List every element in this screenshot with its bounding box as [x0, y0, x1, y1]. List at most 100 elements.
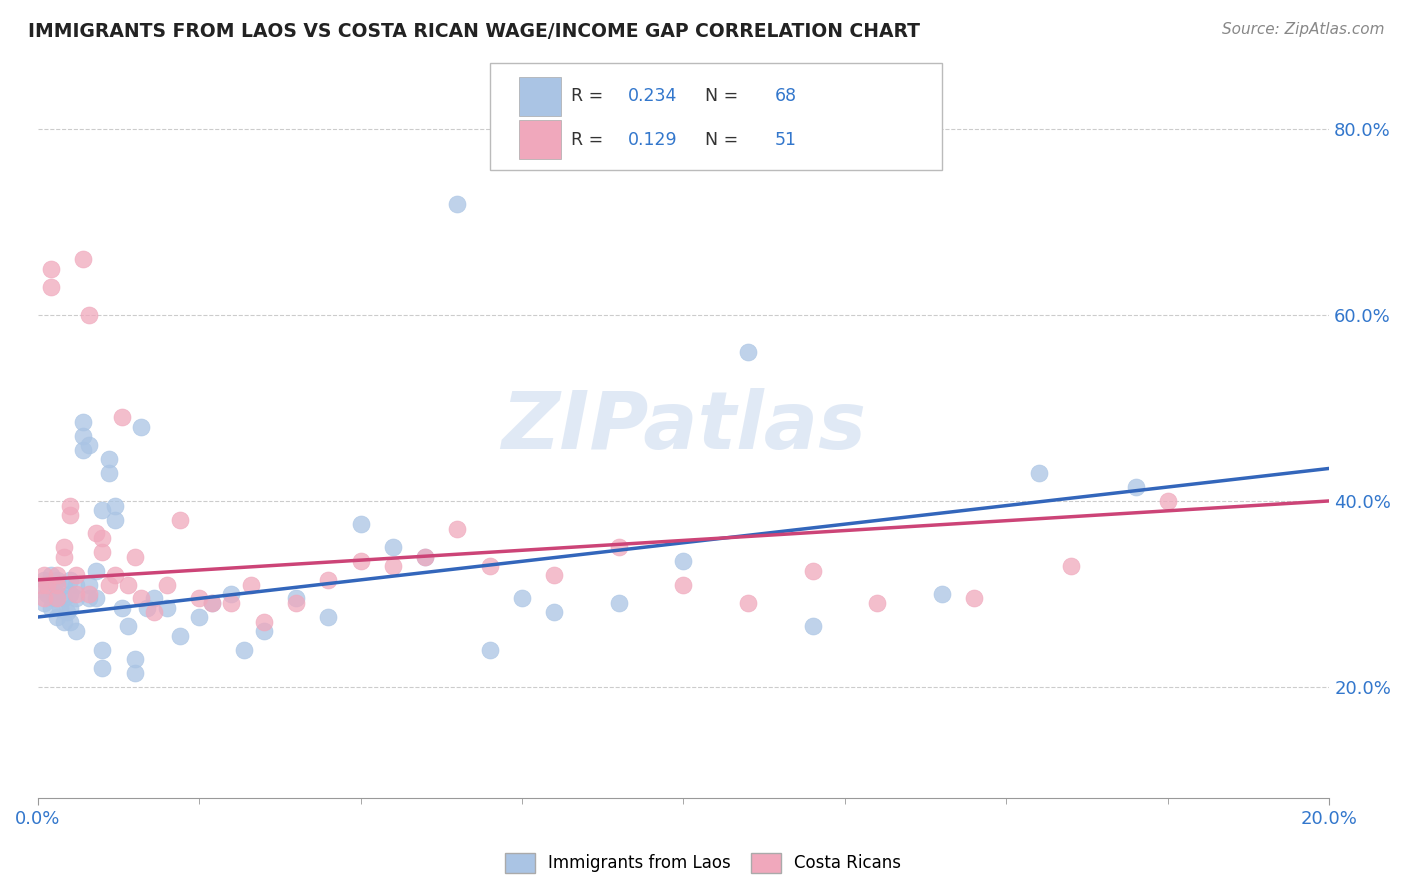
Point	[866, 596, 889, 610]
Text: N =: N =	[693, 130, 744, 148]
Point	[84, 526, 107, 541]
Point	[79, 587, 101, 601]
Point	[65, 591, 87, 606]
Point	[52, 541, 75, 555]
Point	[543, 568, 565, 582]
Point	[111, 410, 134, 425]
Point	[65, 624, 87, 638]
Point	[285, 591, 308, 606]
Point	[79, 591, 101, 606]
Point	[136, 600, 159, 615]
Point	[79, 438, 101, 452]
Point	[59, 508, 82, 522]
Point	[239, 577, 262, 591]
Point	[79, 308, 101, 322]
Point	[42, 591, 65, 606]
Point	[37, 587, 59, 601]
Point	[188, 610, 211, 624]
Text: 0.129: 0.129	[628, 130, 678, 148]
Point	[39, 577, 62, 591]
Text: 68: 68	[775, 87, 797, 105]
Point	[233, 642, 256, 657]
Text: N =: N =	[693, 87, 744, 105]
Point	[59, 587, 82, 601]
Point	[349, 554, 371, 568]
Text: 51: 51	[775, 130, 797, 148]
Point	[201, 596, 224, 610]
Point	[124, 549, 146, 564]
Point	[52, 549, 75, 564]
Point	[72, 415, 94, 429]
Point	[39, 568, 62, 582]
Point	[59, 615, 82, 629]
Point	[129, 419, 152, 434]
Text: 0.234: 0.234	[628, 87, 678, 105]
Point	[201, 596, 224, 610]
Point	[316, 573, 339, 587]
Point	[510, 591, 533, 606]
Point	[37, 577, 59, 591]
Point	[285, 596, 308, 610]
Point	[413, 549, 436, 564]
Point	[32, 591, 55, 606]
Point	[478, 642, 501, 657]
Point	[221, 596, 243, 610]
Point	[39, 600, 62, 615]
Point	[52, 615, 75, 629]
Point	[104, 512, 127, 526]
Point	[801, 619, 824, 633]
Point	[65, 587, 87, 601]
Point	[91, 661, 114, 675]
Point	[91, 545, 114, 559]
Point	[111, 600, 134, 615]
Point	[117, 577, 139, 591]
Point	[55, 606, 77, 620]
Point	[1028, 466, 1050, 480]
Point	[931, 587, 953, 601]
Point	[46, 573, 69, 587]
Point	[156, 600, 179, 615]
Point	[156, 577, 179, 591]
FancyBboxPatch shape	[489, 62, 942, 170]
Point	[97, 452, 120, 467]
Point	[142, 606, 165, 620]
Point	[381, 541, 404, 555]
Point	[46, 587, 69, 601]
Point	[59, 499, 82, 513]
Point	[413, 549, 436, 564]
Point	[672, 577, 695, 591]
Point	[1060, 558, 1083, 573]
Point	[97, 577, 120, 591]
Point	[963, 591, 986, 606]
Point	[253, 624, 276, 638]
Point	[32, 568, 55, 582]
Point	[39, 261, 62, 276]
Bar	[519, 120, 561, 159]
Point	[84, 564, 107, 578]
Point	[97, 466, 120, 480]
Point	[59, 600, 82, 615]
Point	[72, 429, 94, 443]
Point	[72, 442, 94, 457]
Point	[84, 591, 107, 606]
Point	[30, 582, 52, 597]
Text: IMMIGRANTS FROM LAOS VS COSTA RICAN WAGE/INCOME GAP CORRELATION CHART: IMMIGRANTS FROM LAOS VS COSTA RICAN WAGE…	[28, 22, 920, 41]
Point	[104, 568, 127, 582]
Point	[737, 345, 759, 359]
Point	[39, 280, 62, 294]
Point	[801, 564, 824, 578]
Point	[52, 591, 75, 606]
Point	[59, 573, 82, 587]
Point	[91, 503, 114, 517]
Point	[49, 600, 72, 615]
Legend: Immigrants from Laos, Costa Ricans: Immigrants from Laos, Costa Ricans	[498, 847, 908, 880]
Point	[737, 596, 759, 610]
Point	[32, 596, 55, 610]
Text: ZIPatlas: ZIPatlas	[501, 388, 866, 466]
Bar	[519, 77, 561, 116]
Point	[129, 591, 152, 606]
Point	[1125, 480, 1147, 494]
Point	[46, 568, 69, 582]
Point	[221, 587, 243, 601]
Point	[169, 629, 191, 643]
